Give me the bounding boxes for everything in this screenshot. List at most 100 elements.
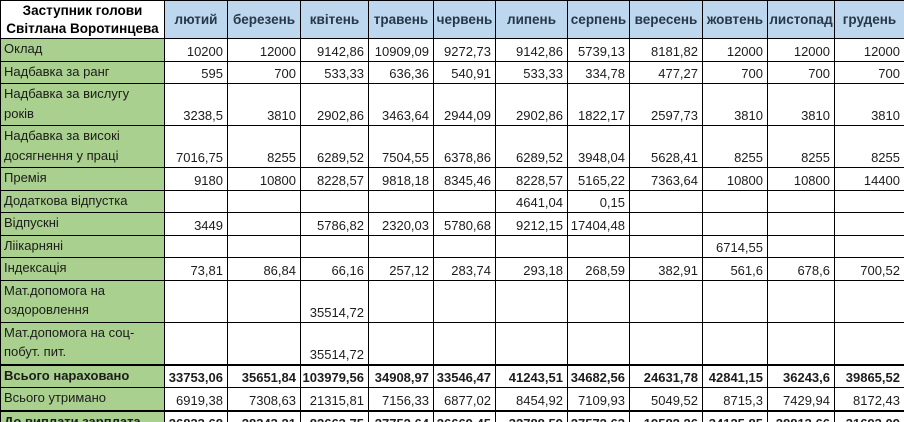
value-cell[interactable] <box>567 321 630 365</box>
value-cell[interactable]: 32788,59 <box>495 409 568 422</box>
value-cell[interactable]: 5049,52 <box>629 387 703 411</box>
value-cell[interactable]: 9212,15 <box>495 212 568 236</box>
value-cell[interactable]: 8228,57 <box>495 167 568 191</box>
value-cell[interactable]: 27752,64 <box>368 409 434 422</box>
value-cell[interactable] <box>433 321 496 365</box>
value-cell[interactable] <box>495 234 568 258</box>
row-label[interactable]: До виплати зарплата <box>0 409 165 422</box>
value-cell[interactable] <box>368 189 434 213</box>
value-cell[interactable]: 6714,55 <box>702 234 768 258</box>
value-cell[interactable] <box>767 279 835 323</box>
value-cell[interactable]: 283,74 <box>433 257 496 281</box>
value-cell[interactable]: 3810 <box>767 83 835 126</box>
value-cell[interactable] <box>227 279 301 323</box>
value-cell[interactable] <box>629 234 703 258</box>
value-cell[interactable] <box>495 279 568 323</box>
value-cell[interactable]: 9142,86 <box>495 38 568 62</box>
employee-title-cell[interactable]: Заступник голови Світлана Воротинцева <box>0 0 165 39</box>
value-cell[interactable]: 678,6 <box>767 257 835 281</box>
row-label[interactable]: Мат.допомога на соц-побут. пит. <box>0 321 165 365</box>
row-label[interactable]: Всього нараховано <box>0 363 165 388</box>
value-cell[interactable]: 382,91 <box>629 257 703 281</box>
value-cell[interactable]: 5780,68 <box>433 212 496 236</box>
value-cell[interactable] <box>227 234 301 258</box>
value-cell[interactable]: 21315,81 <box>300 387 369 411</box>
value-cell[interactable]: 700 <box>767 60 835 84</box>
value-cell[interactable]: 34682,56 <box>567 363 630 388</box>
month-header-4[interactable]: травень <box>368 0 434 39</box>
value-cell[interactable]: 34908,97 <box>368 363 434 388</box>
value-cell[interactable] <box>767 189 835 213</box>
value-cell[interactable] <box>834 234 904 258</box>
value-cell[interactable]: 10800 <box>227 167 301 191</box>
value-cell[interactable]: 10800 <box>702 167 768 191</box>
value-cell[interactable]: 7109,93 <box>567 387 630 411</box>
value-cell[interactable]: 19582,26 <box>629 409 703 422</box>
value-cell[interactable]: 3463,64 <box>368 83 434 126</box>
value-cell[interactable]: 12000 <box>767 38 835 62</box>
value-cell[interactable] <box>164 234 228 258</box>
value-cell[interactable]: 533,33 <box>495 60 568 84</box>
value-cell[interactable] <box>629 189 703 213</box>
value-cell[interactable]: 3810 <box>227 83 301 126</box>
value-cell[interactable]: 12000 <box>702 38 768 62</box>
month-header-9[interactable]: жовтень <box>702 0 768 39</box>
value-cell[interactable]: 2902,86 <box>300 83 369 126</box>
value-cell[interactable]: 700,52 <box>834 257 904 281</box>
value-cell[interactable]: 5165,22 <box>567 167 630 191</box>
value-cell[interactable]: 7016,75 <box>164 125 228 168</box>
row-label[interactable]: Мат.допомога на оздоровлення <box>0 279 165 323</box>
value-cell[interactable] <box>767 212 835 236</box>
value-cell[interactable]: 700 <box>834 60 904 84</box>
value-cell[interactable]: 8255 <box>702 125 768 168</box>
row-label[interactable]: Індексація <box>0 257 165 281</box>
value-cell[interactable]: 24631,78 <box>629 363 703 388</box>
value-cell[interactable]: 7363,64 <box>629 167 703 191</box>
value-cell[interactable]: 8255 <box>834 125 904 168</box>
value-cell[interactable] <box>629 279 703 323</box>
value-cell[interactable]: 9818,18 <box>368 167 434 191</box>
value-cell[interactable] <box>227 212 301 236</box>
value-cell[interactable] <box>767 234 835 258</box>
value-cell[interactable]: 31693,09 <box>834 409 904 422</box>
value-cell[interactable]: 7308,63 <box>227 387 301 411</box>
value-cell[interactable]: 1822,17 <box>567 83 630 126</box>
value-cell[interactable]: 7429,94 <box>767 387 835 411</box>
value-cell[interactable]: 561,6 <box>702 257 768 281</box>
value-cell[interactable]: 8228,57 <box>300 167 369 191</box>
value-cell[interactable]: 9272,73 <box>433 38 496 62</box>
value-cell[interactable]: 2597,73 <box>629 83 703 126</box>
value-cell[interactable]: 73,81 <box>164 257 228 281</box>
value-cell[interactable]: 8454,92 <box>495 387 568 411</box>
value-cell[interactable]: 8172,43 <box>834 387 904 411</box>
value-cell[interactable] <box>834 212 904 236</box>
month-header-3[interactable]: квітень <box>300 0 369 39</box>
value-cell[interactable] <box>702 279 768 323</box>
row-label[interactable]: Надбавка за вислугу років <box>0 83 165 126</box>
value-cell[interactable]: 2320,03 <box>368 212 434 236</box>
value-cell[interactable]: 334,78 <box>567 60 630 84</box>
value-cell[interactable]: 17404,48 <box>567 212 630 236</box>
value-cell[interactable]: 257,12 <box>368 257 434 281</box>
value-cell[interactable]: 8181,82 <box>629 38 703 62</box>
value-cell[interactable] <box>164 189 228 213</box>
value-cell[interactable]: 10909,09 <box>368 38 434 62</box>
value-cell[interactable] <box>227 189 301 213</box>
value-cell[interactable]: 0,15 <box>567 189 630 213</box>
value-cell[interactable]: 26669,45 <box>433 409 496 422</box>
value-cell[interactable] <box>300 234 369 258</box>
value-cell[interactable]: 5628,41 <box>629 125 703 168</box>
value-cell[interactable]: 42841,15 <box>702 363 768 388</box>
value-cell[interactable] <box>767 321 835 365</box>
value-cell[interactable]: 6378,86 <box>433 125 496 168</box>
value-cell[interactable] <box>629 212 703 236</box>
value-cell[interactable]: 6289,52 <box>495 125 568 168</box>
value-cell[interactable]: 540,91 <box>433 60 496 84</box>
value-cell[interactable]: 35514,72 <box>300 321 369 365</box>
value-cell[interactable] <box>567 234 630 258</box>
value-cell[interactable] <box>834 189 904 213</box>
value-cell[interactable]: 636,36 <box>368 60 434 84</box>
value-cell[interactable]: 3948,04 <box>567 125 630 168</box>
value-cell[interactable]: 2944,09 <box>433 83 496 126</box>
value-cell[interactable] <box>702 212 768 236</box>
